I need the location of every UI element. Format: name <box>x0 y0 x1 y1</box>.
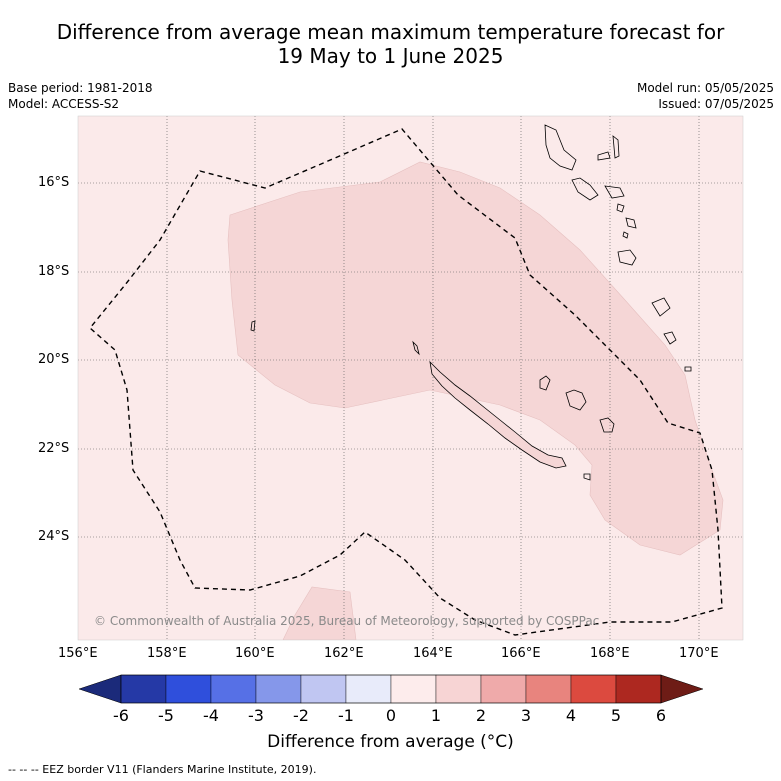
colorbar-tick: 0 <box>385 706 397 725</box>
lon-label-156e: 156°E <box>58 646 98 661</box>
lon-label-160e: 160°E <box>235 646 275 661</box>
colorbar-tick: 1 <box>430 706 442 725</box>
anomaly-region-south <box>282 586 357 640</box>
lat-label-20s: 20°S <box>38 352 70 367</box>
colorbar-tick: 2 <box>475 706 487 725</box>
colorbar-swatch <box>435 674 482 704</box>
island-west <box>250 320 256 332</box>
island-ouvea <box>539 375 551 391</box>
island-mare <box>599 417 615 433</box>
lat-label-24s: 24°S <box>38 529 70 544</box>
colorbar-swatch <box>615 674 662 704</box>
colorbar-tick: -5 <box>158 706 174 725</box>
colorbar-swatch <box>120 674 167 704</box>
colorbar-swatch <box>345 674 392 704</box>
lon-label-170e: 170°E <box>679 646 719 661</box>
issued-date: Issued: 07/05/2025 <box>658 97 774 111</box>
base-period: Base period: 1981-2018 <box>8 81 153 95</box>
lon-label-166e: 166°E <box>501 646 541 661</box>
lon-label-158e: 158°E <box>147 646 187 661</box>
colorbar-tick: -4 <box>203 706 219 725</box>
colorbar-tick: 3 <box>520 706 532 725</box>
colorbar-tick: -6 <box>113 706 129 725</box>
anomaly-region-main <box>227 161 724 556</box>
colorbar-tick: 4 <box>565 706 577 725</box>
colorbar-swatch <box>390 674 437 704</box>
colorbar-swatch <box>255 674 302 704</box>
model-run: Model run: 05/05/2025 <box>636 81 774 95</box>
lon-label-162e: 162°E <box>324 646 364 661</box>
colorbar <box>78 674 704 704</box>
eez-border <box>89 128 723 636</box>
lon-label-168e: 168°E <box>590 646 630 661</box>
colorbar-swatch <box>570 674 617 704</box>
colorbar-tick: 5 <box>610 706 622 725</box>
lat-label-16s: 16°S <box>38 175 70 190</box>
colorbar-swatch <box>300 674 347 704</box>
colorbar-swatch <box>480 674 527 704</box>
new-caledonia-island <box>429 360 567 469</box>
colorbar-low-extension <box>78 674 122 704</box>
colorbar-tick: -2 <box>293 706 309 725</box>
colorbar-title: Difference from average (°C) <box>267 732 514 752</box>
colorbar-swatch <box>165 674 212 704</box>
model-name: Model: ACCESS-S2 <box>8 97 120 111</box>
colorbar-tick: -3 <box>248 706 264 725</box>
graticule <box>78 116 743 640</box>
lat-label-22s: 22°S <box>38 441 70 456</box>
copyright-notice: © Commonwealth of Australia 2025, Bureau… <box>94 614 600 628</box>
lat-label-18s: 18°S <box>38 264 70 279</box>
vanuatu-islands <box>544 124 692 372</box>
map-title-line1: Difference from average mean maximum tem… <box>56 20 725 44</box>
map-title-line2: 19 May to 1 June 2025 <box>277 44 504 68</box>
eez-footnote: -- -- -- EEZ border V11 (Flanders Marine… <box>8 763 317 776</box>
island-lifou <box>565 389 587 411</box>
small-island <box>412 340 420 356</box>
colorbar-tick: -1 <box>338 706 354 725</box>
colorbar-swatch <box>210 674 257 704</box>
colorbar-high-extension <box>660 674 704 704</box>
island-south <box>583 473 591 481</box>
colorbar-swatch <box>525 674 572 704</box>
lon-label-164e: 164°E <box>413 646 453 661</box>
colorbar-tick: 6 <box>655 706 667 725</box>
